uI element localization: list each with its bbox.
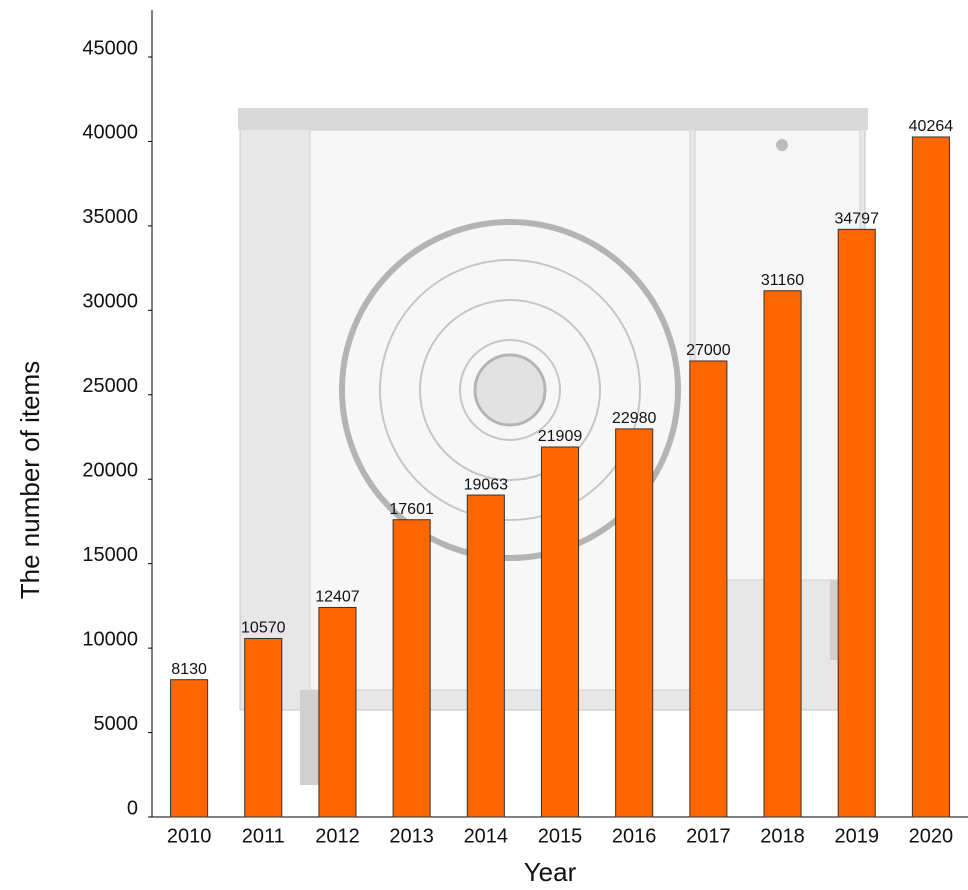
x-tick-label: 2015 bbox=[538, 825, 583, 847]
y-tick-label: 10000 bbox=[82, 628, 138, 650]
y-axis-title: The number of items bbox=[15, 361, 45, 599]
x-tick-label: 2011 bbox=[242, 825, 285, 847]
bar bbox=[911, 136, 950, 818]
x-tick-label: 2010 bbox=[167, 825, 212, 847]
x-tick-label: 2012 bbox=[315, 825, 360, 847]
bar bbox=[540, 446, 580, 818]
value-label: 21909 bbox=[538, 428, 583, 445]
y-tick-label: 0 bbox=[127, 797, 138, 819]
x-axis-title: Year bbox=[524, 857, 577, 887]
value-label: 12407 bbox=[315, 589, 360, 606]
bar bbox=[170, 679, 209, 818]
value-label: 34797 bbox=[834, 211, 879, 228]
x-tick-label: 2016 bbox=[612, 825, 657, 847]
x-tick-label: 2017 bbox=[686, 825, 731, 847]
bar bbox=[318, 606, 357, 818]
y-tick-label: 45000 bbox=[82, 37, 138, 59]
value-label: 27000 bbox=[686, 342, 731, 359]
bar bbox=[392, 519, 431, 818]
value-label: 17601 bbox=[389, 501, 434, 518]
x-tick-label: 2020 bbox=[909, 825, 954, 847]
bar bbox=[244, 637, 283, 818]
x-tick-label: 2019 bbox=[834, 825, 879, 847]
bar bbox=[763, 290, 802, 818]
x-tick-label: 2014 bbox=[464, 825, 509, 847]
y-tick-label: 15000 bbox=[82, 544, 138, 566]
y-tick-label: 25000 bbox=[82, 375, 138, 397]
y-tick-label: 40000 bbox=[82, 122, 138, 144]
y-tick-label: 20000 bbox=[82, 460, 138, 482]
value-label: 19063 bbox=[464, 476, 509, 493]
value-label: 31160 bbox=[761, 272, 804, 289]
bar bbox=[837, 228, 876, 818]
y-tick-label: 5000 bbox=[94, 713, 139, 735]
value-label: 22980 bbox=[612, 410, 657, 427]
x-tick-label: 2013 bbox=[389, 825, 434, 847]
value-label: 10570 bbox=[241, 620, 286, 637]
y-tick-label: 30000 bbox=[82, 291, 138, 313]
bar bbox=[615, 428, 654, 818]
bar bbox=[689, 360, 728, 818]
x-tick-label: 2018 bbox=[760, 825, 805, 847]
value-label: 40264 bbox=[909, 118, 954, 135]
bar bbox=[466, 494, 505, 818]
value-label: 8130 bbox=[171, 661, 207, 678]
y-tick-label: 35000 bbox=[82, 206, 138, 228]
